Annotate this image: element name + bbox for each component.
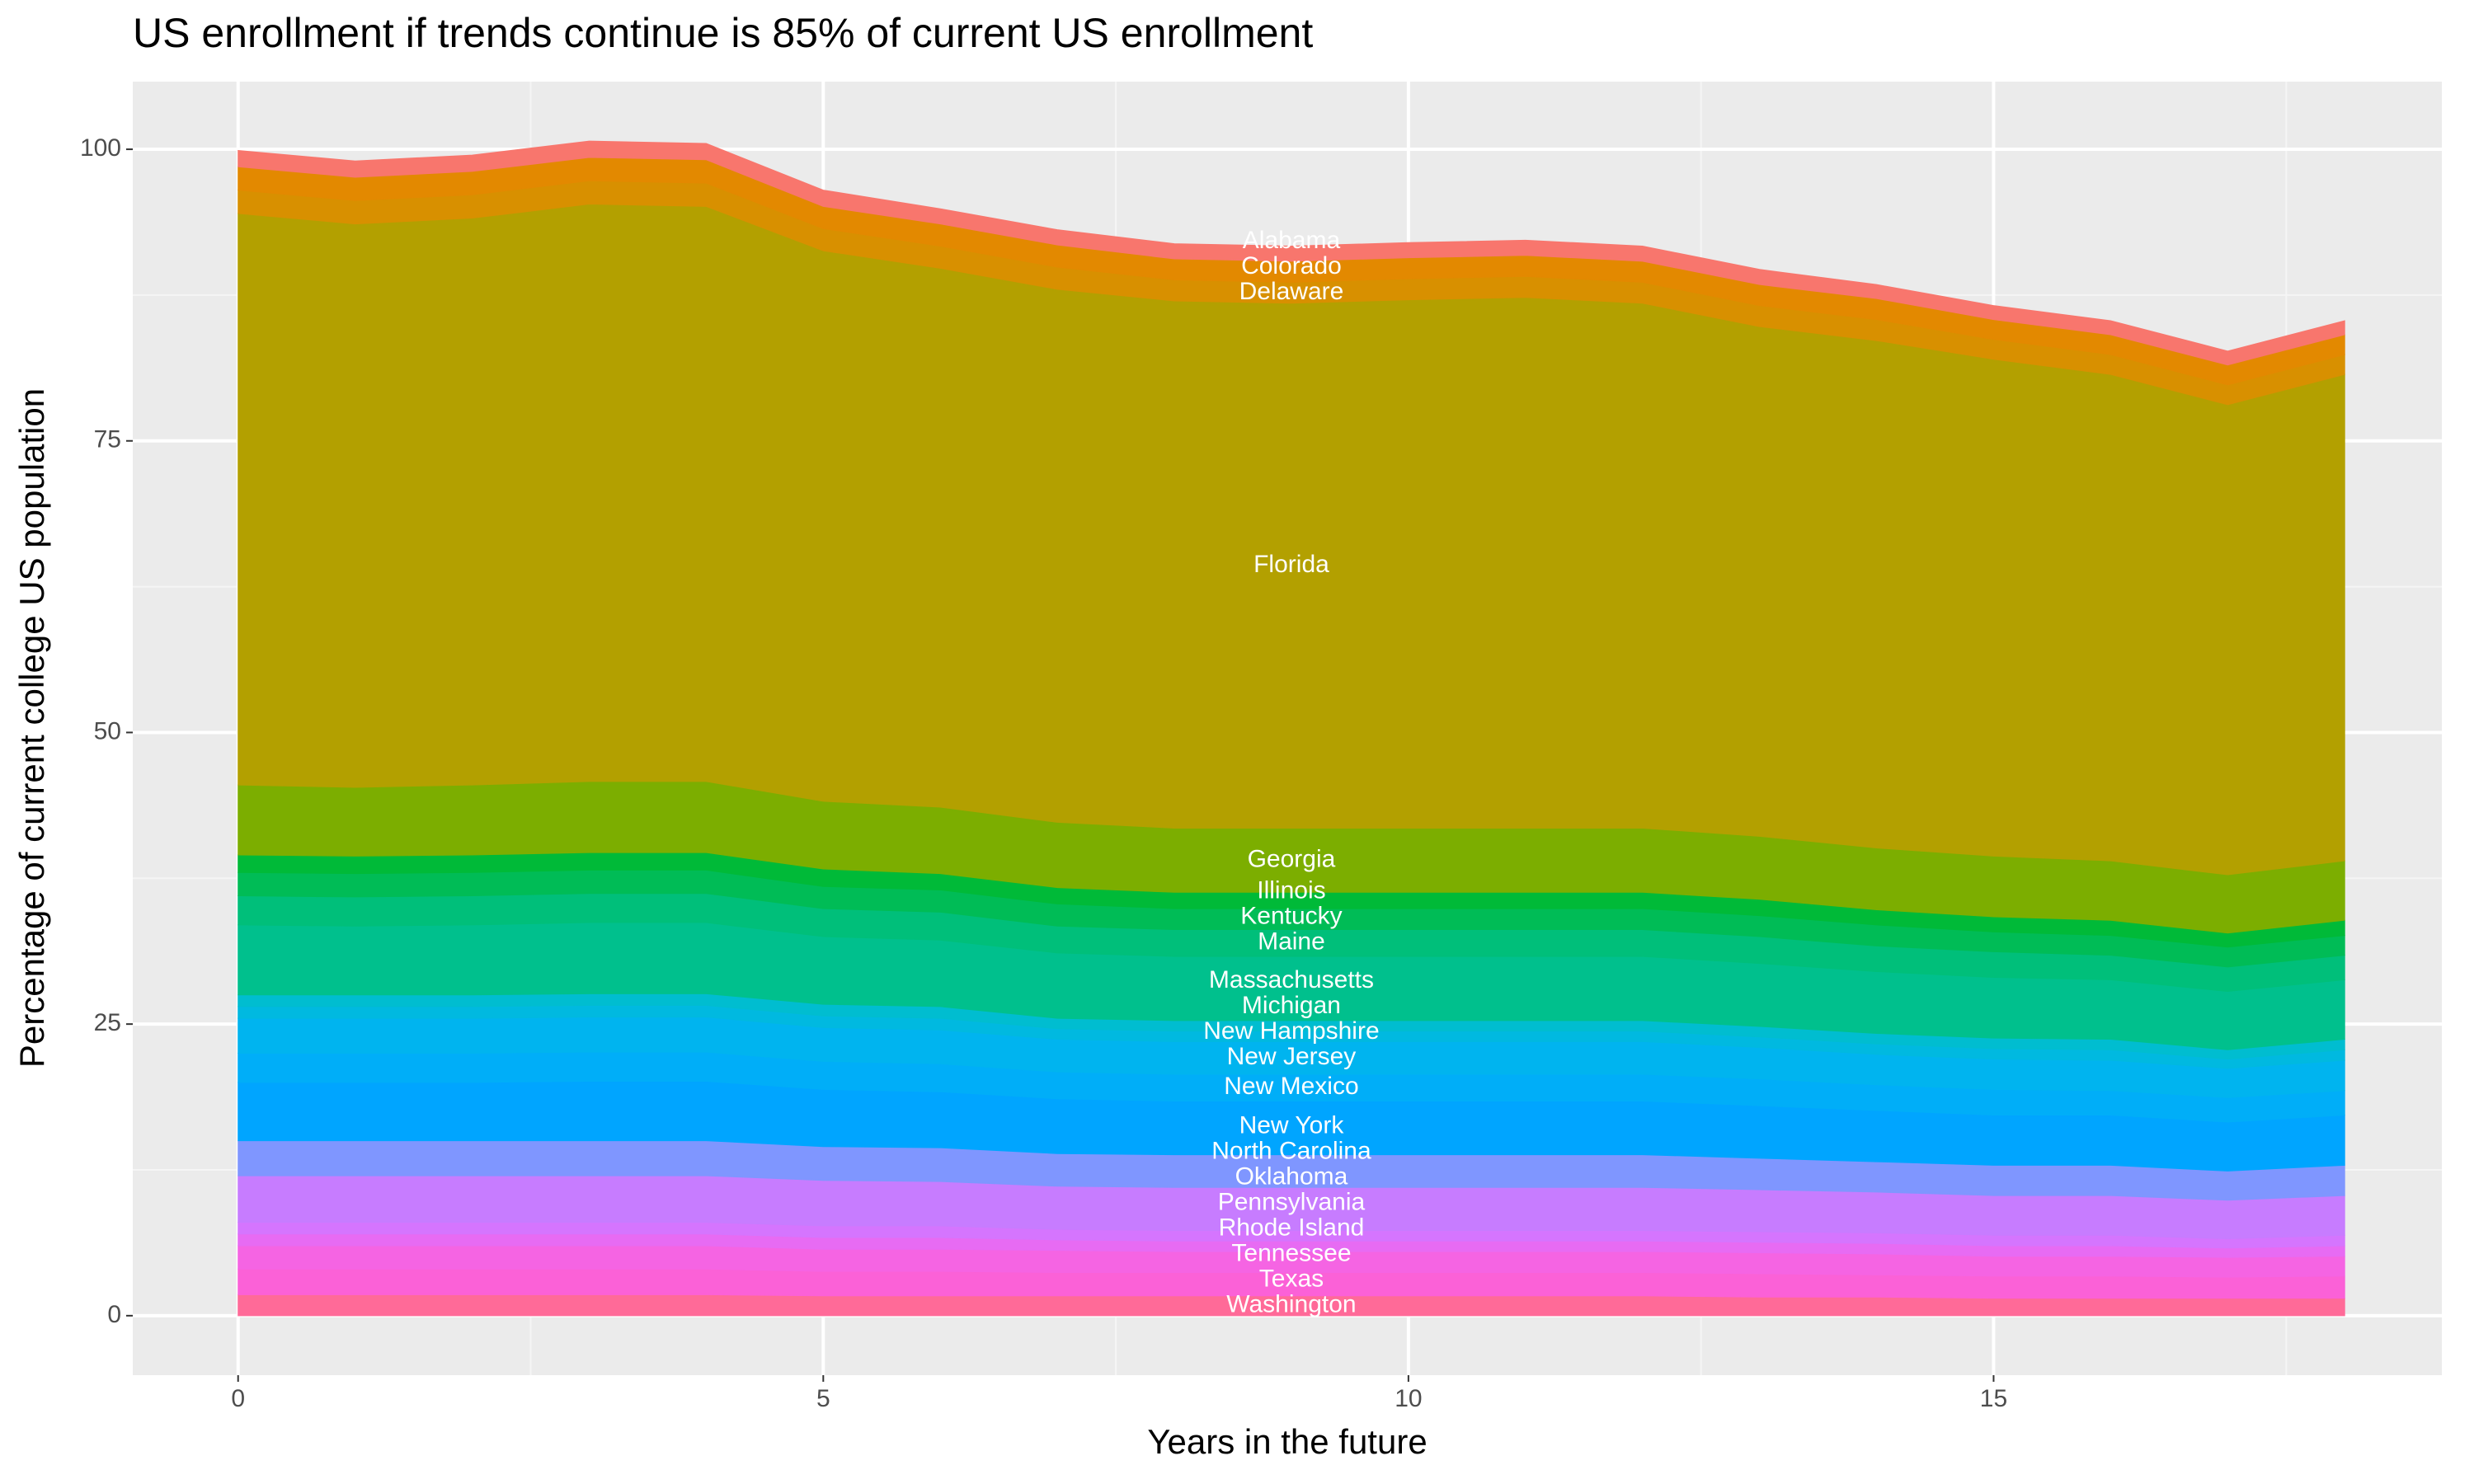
x-axis-label: Years in the future: [1147, 1422, 1427, 1461]
series-label: Alabama: [1243, 227, 1341, 254]
series-label: Georgia: [1248, 845, 1336, 872]
y-tick-label: 25: [94, 1009, 121, 1036]
y-tick-label: 100: [80, 134, 121, 162]
series-label: Delaware: [1239, 278, 1344, 305]
y-tick-label: 50: [94, 717, 121, 744]
series-label: North Carolina: [1211, 1138, 1371, 1165]
series-label: New Jersey: [1227, 1043, 1357, 1070]
series-label: Tennessee: [1231, 1240, 1351, 1267]
y-tick-label: 75: [94, 426, 121, 453]
series-label: Illinois: [1257, 877, 1325, 904]
series-label: New Mexico: [1224, 1073, 1358, 1100]
series-label: Michigan: [1242, 992, 1341, 1019]
series-label: Massachusetts: [1209, 966, 1374, 993]
series-label: New Hampshire: [1203, 1017, 1379, 1045]
series-label: Pennsylvania: [1218, 1189, 1366, 1216]
y-tick-label: 0: [107, 1301, 121, 1328]
y-axis-label: Percentage of current college US populat…: [12, 388, 51, 1068]
series-label: Colorado: [1241, 252, 1342, 279]
series-label: Washington: [1226, 1291, 1356, 1318]
x-tick-label: 0: [231, 1385, 245, 1412]
series-label: Rhode Island: [1219, 1214, 1365, 1242]
series-label: Kentucky: [1240, 903, 1342, 930]
x-tick-label: 10: [1395, 1385, 1422, 1412]
x-tick-label: 5: [816, 1385, 830, 1412]
series-label: Texas: [1259, 1266, 1324, 1293]
series-label: New York: [1239, 1112, 1345, 1139]
series-label: Oklahoma: [1235, 1163, 1348, 1190]
chart-title: US enrollment if trends continue is 85% …: [133, 10, 1313, 56]
area-layer: [238, 140, 2345, 366]
series-label: Maine: [1258, 928, 1325, 956]
x-tick-label: 15: [1980, 1385, 2007, 1412]
series-label: Florida: [1253, 551, 1329, 578]
